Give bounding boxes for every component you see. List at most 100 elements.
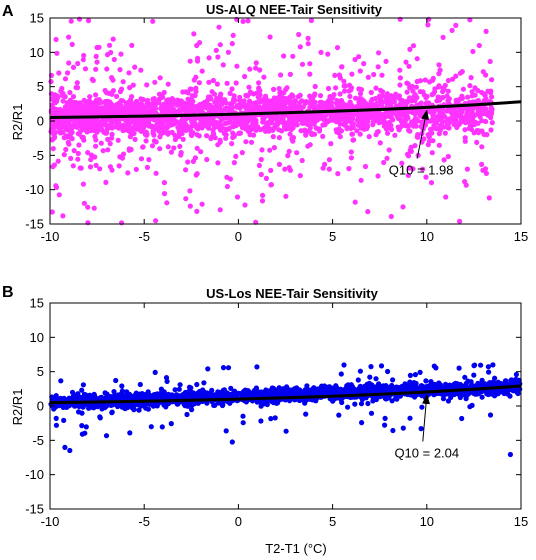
data-point <box>220 62 226 68</box>
data-point <box>342 112 348 118</box>
data-point <box>143 138 149 144</box>
data-point <box>76 16 83 22</box>
data-point <box>325 85 332 92</box>
data-point <box>151 132 157 138</box>
data-point <box>262 98 268 105</box>
data-point <box>196 133 202 139</box>
data-point <box>328 117 334 123</box>
data-point <box>194 381 200 388</box>
data-point <box>240 413 246 419</box>
data-point <box>297 173 303 179</box>
data-point <box>434 114 440 120</box>
data-point <box>316 128 323 134</box>
data-point <box>187 389 193 395</box>
data-point <box>183 196 189 202</box>
data-point <box>116 163 122 169</box>
data-point <box>188 385 194 391</box>
data-point <box>254 90 260 96</box>
data-point <box>408 144 414 150</box>
data-point <box>127 134 133 140</box>
data-point <box>94 101 100 107</box>
data-point <box>189 98 195 104</box>
data-point <box>58 378 64 384</box>
data-point <box>78 128 84 134</box>
data-point <box>189 407 195 413</box>
data-point <box>357 119 363 125</box>
data-point <box>507 393 513 399</box>
data-point <box>219 402 226 409</box>
data-point <box>56 70 62 76</box>
data-point <box>446 125 452 131</box>
data-point <box>352 56 358 63</box>
data-point <box>54 50 60 56</box>
data-point <box>91 205 97 211</box>
data-point <box>161 402 167 408</box>
data-point <box>435 381 441 388</box>
data-point <box>209 387 215 393</box>
y-tick-label: -5 <box>32 433 44 448</box>
data-point <box>153 218 159 224</box>
data-point <box>358 177 364 183</box>
data-point <box>459 95 465 101</box>
data-point <box>162 129 168 135</box>
data-point <box>370 398 376 404</box>
data-point <box>142 131 148 138</box>
data-point <box>338 371 344 377</box>
data-point <box>93 66 99 72</box>
data-point <box>215 160 221 166</box>
data-point <box>71 118 77 124</box>
y-tick-label: 10 <box>30 330 44 345</box>
data-point <box>199 124 205 130</box>
data-point <box>411 380 417 386</box>
data-point <box>435 84 441 90</box>
data-point <box>436 71 442 77</box>
data-point <box>230 32 236 39</box>
data-point <box>154 403 160 409</box>
data-point <box>118 392 124 398</box>
data-point <box>397 82 403 88</box>
data-point <box>456 121 462 127</box>
annotation-text: Q10 = 1.98 <box>389 163 454 178</box>
data-point <box>92 394 98 400</box>
data-point <box>78 103 84 109</box>
data-point <box>216 105 223 111</box>
data-point <box>142 402 148 408</box>
data-point <box>440 113 446 119</box>
data-point <box>379 103 385 109</box>
data-point <box>474 98 480 105</box>
data-point <box>127 120 133 126</box>
data-point <box>348 87 354 93</box>
data-point <box>224 183 230 190</box>
data-point <box>263 124 269 130</box>
data-point <box>449 114 455 120</box>
data-point <box>419 119 425 125</box>
data-point <box>488 90 494 96</box>
data-point <box>501 390 507 397</box>
data-point <box>66 60 72 66</box>
data-point <box>271 145 277 151</box>
data-point <box>456 365 462 371</box>
data-point <box>271 125 277 131</box>
data-point <box>93 162 99 168</box>
data-point <box>165 81 171 87</box>
data-point <box>153 139 159 145</box>
data-point <box>445 77 451 84</box>
data-point <box>193 74 199 80</box>
data-point <box>278 89 284 95</box>
data-point <box>349 131 355 137</box>
data-point <box>424 93 430 100</box>
data-point <box>311 121 317 127</box>
data-point <box>358 401 365 407</box>
data-point <box>80 57 86 63</box>
annotation-text: Q10 = 2.04 <box>394 446 459 461</box>
data-point <box>92 122 98 128</box>
data-point <box>79 387 85 393</box>
data-point <box>126 146 132 152</box>
data-point <box>50 396 56 402</box>
data-point <box>336 412 342 418</box>
data-point <box>370 119 376 125</box>
data-point <box>87 94 93 100</box>
data-point <box>68 155 74 161</box>
data-point <box>428 180 435 186</box>
data-point <box>267 147 273 153</box>
